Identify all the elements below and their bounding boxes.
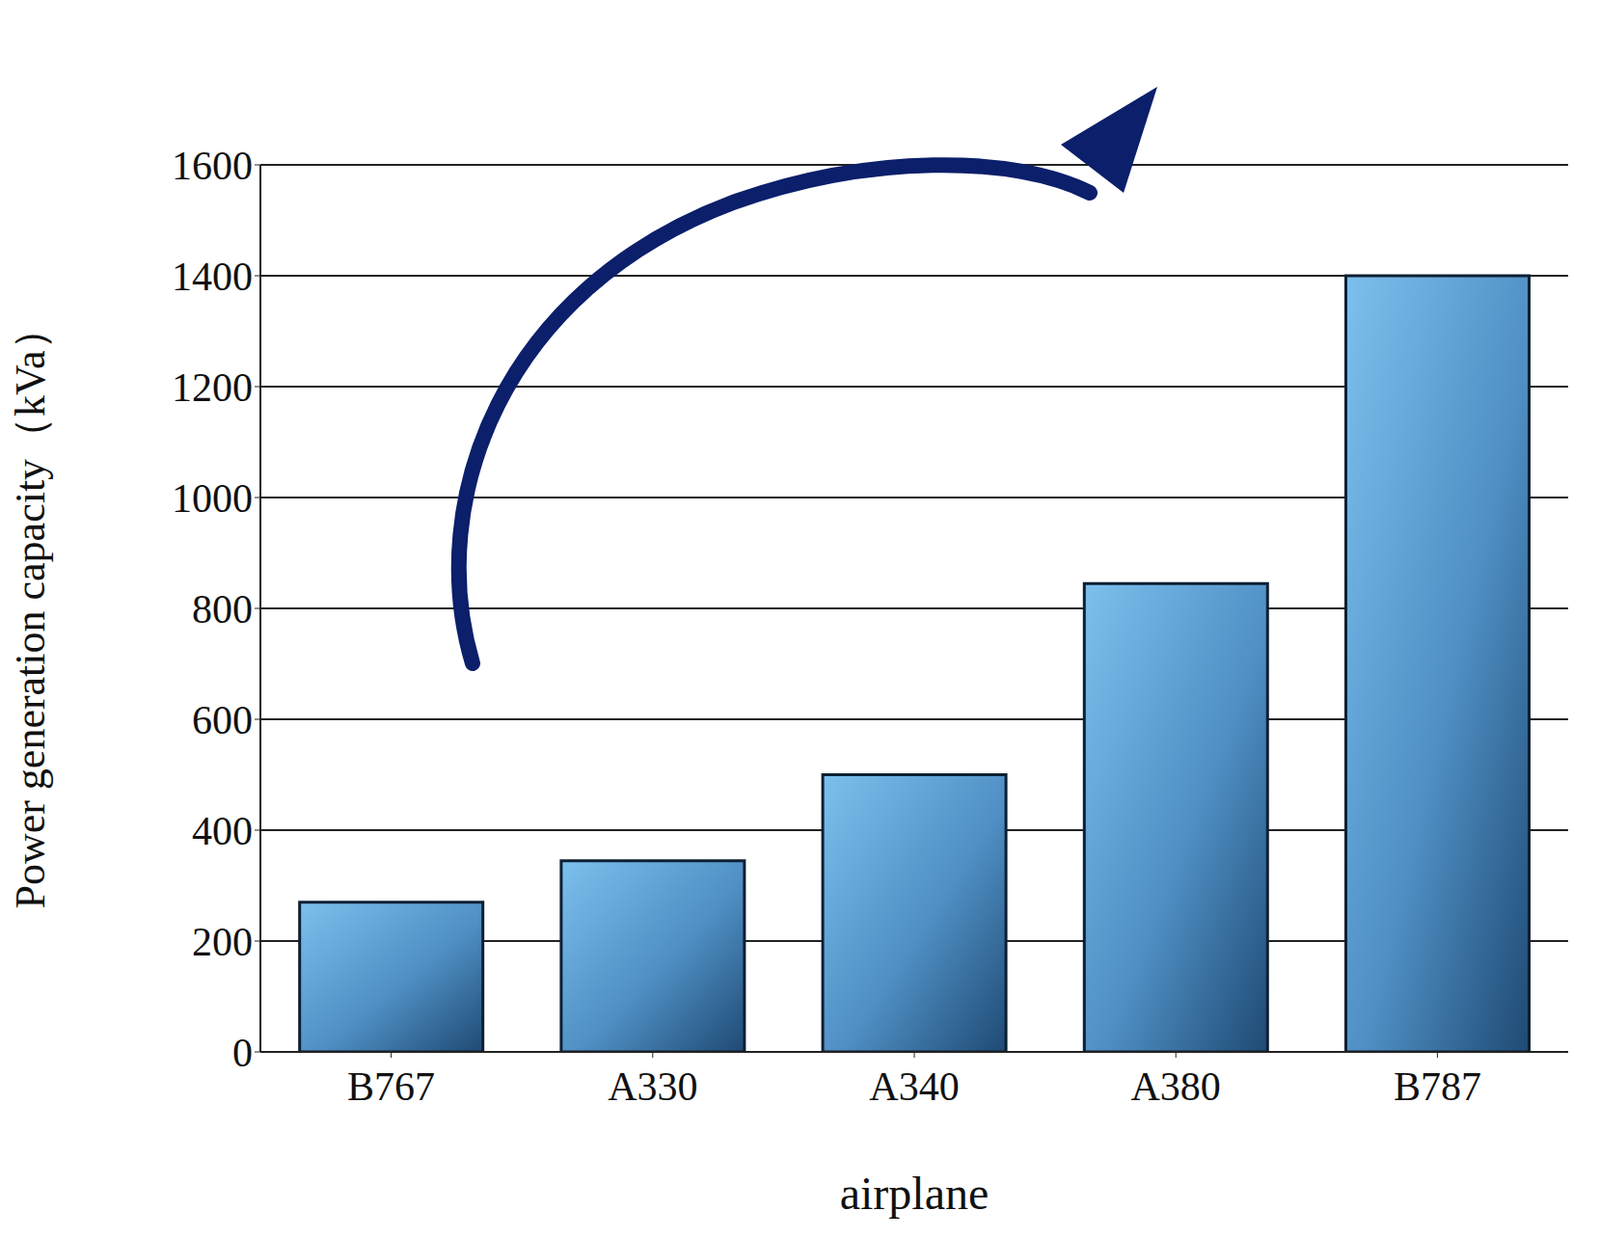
svg-text:600: 600 [191, 698, 253, 743]
svg-text:1600: 1600 [171, 143, 253, 189]
svg-text:1200: 1200 [171, 365, 253, 410]
svg-text:Power generation capacity（kVa）: Power generation capacity（kVa） [6, 307, 55, 909]
svg-text:800: 800 [191, 587, 253, 632]
svg-text:A330: A330 [607, 1064, 698, 1110]
svg-text:A340: A340 [868, 1064, 959, 1110]
svg-text:A380: A380 [1131, 1064, 1221, 1110]
svg-text:1400: 1400 [171, 254, 253, 299]
svg-text:airplane: airplane [840, 1167, 990, 1220]
svg-text:400: 400 [191, 809, 253, 854]
svg-text:1000: 1000 [171, 476, 253, 521]
svg-text:B787: B787 [1393, 1064, 1482, 1110]
svg-text:0: 0 [232, 1030, 253, 1076]
svg-text:B767: B767 [347, 1064, 435, 1110]
svg-text:200: 200 [191, 920, 253, 965]
